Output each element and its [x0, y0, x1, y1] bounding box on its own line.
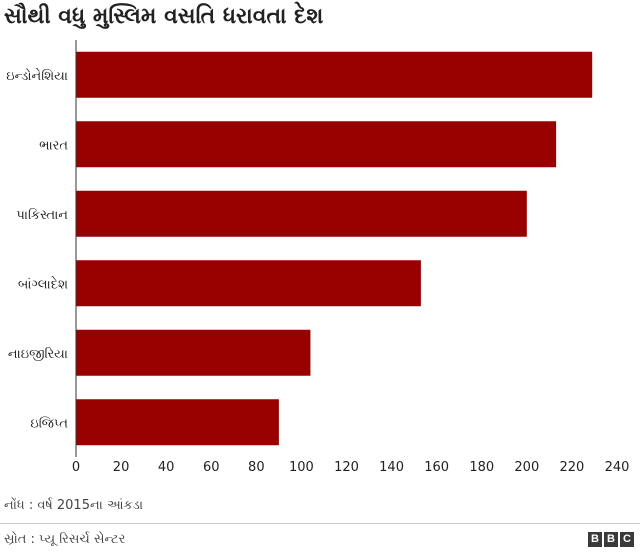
source-text: સ્રોત : પ્યૂ રિસર્ચ સેન્ટર: [4, 532, 126, 547]
x-tick-label: 220: [560, 460, 585, 475]
x-tick-labels: 0 20 40 60 80 100 120 140 160 180 200 220 240: [72, 460, 630, 475]
logo-letter-b2: B: [604, 532, 618, 547]
x-tick-label: 140: [379, 460, 404, 475]
x-tick-label: 180: [469, 460, 494, 475]
bars-group: [76, 51, 593, 446]
x-tick-label: 120: [334, 460, 359, 475]
category-label: ઇન્ડોનેશિયા: [6, 68, 68, 84]
chart-note: નોંધ : વર્ષ 2015ના આંકડા: [4, 498, 144, 513]
x-tick-label: 160: [424, 460, 449, 475]
category-label: પાકિસ્તાન: [16, 207, 68, 223]
x-tick-label: 60: [203, 460, 220, 475]
x-tick-label: 200: [514, 460, 539, 475]
bar: [76, 121, 557, 168]
category-label: બાંગ્લાદેશ: [18, 276, 68, 293]
x-tick-label: 80: [248, 460, 265, 475]
footer-divider: [0, 523, 640, 524]
bar: [76, 190, 527, 237]
bbc-logo: B B C: [588, 532, 634, 547]
logo-letter-b1: B: [588, 532, 602, 547]
category-labels: ઇન્ડોનેશિયા ભારત પાકિસ્તાન બાંગ્લાદેશ નાઇજીર…: [6, 68, 68, 432]
chart-title: સૌથી વધુ મુસ્લિમ વસતિ ધરાવતા દેશ: [4, 4, 324, 29]
category-label: નાઇજીરિયા: [8, 346, 68, 362]
category-label: ભારત: [39, 138, 68, 153]
x-tick-label: 100: [289, 460, 314, 475]
bar-chart: ઇન્ડોનેશિયા ભારત પાકિસ્તાન બાંગ્લાદેશ નાઇજીર…: [6, 40, 630, 475]
x-tick-label: 40: [158, 460, 175, 475]
x-tick-label: 20: [113, 460, 130, 475]
logo-letter-c: C: [620, 532, 634, 547]
category-label: ઇજિપ્ત: [30, 415, 68, 431]
bar: [76, 399, 279, 446]
bar: [76, 260, 421, 307]
x-tick-label: 0: [72, 460, 80, 475]
bar: [76, 51, 593, 98]
bar: [76, 329, 311, 376]
x-tick-label: 240: [605, 460, 630, 475]
